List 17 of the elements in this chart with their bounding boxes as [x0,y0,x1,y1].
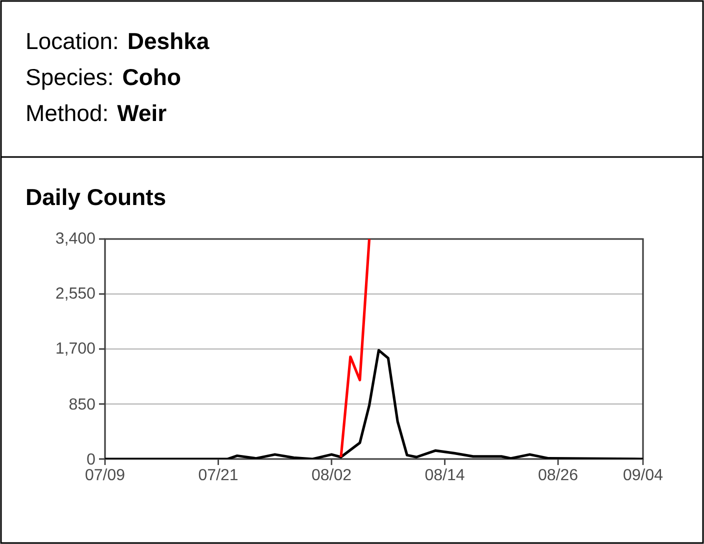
text: Method: Weir [27,104,166,122]
y-tick-label: 0 [87,453,95,465]
text: Location: Deshka [27,32,210,50]
x-tick-label: 07/21 [198,468,238,480]
x-tick-label: 08/02 [312,468,351,480]
y-tick-label: 1,700 [56,342,95,356]
y-tick-label: 3,400 [56,232,95,246]
y-tick-label: 850 [69,398,95,410]
x-tick-label: 07/09 [86,468,124,480]
x-tick-label: 08/14 [425,468,464,480]
y-tick-label: 2,550 [56,287,95,301]
text: Species: Coho [26,68,180,90]
x-tick-label: 08/26 [538,468,578,480]
line-series [105,349,643,460]
x-tick-label: 09/04 [624,468,663,480]
line-series [340,239,371,458]
chart-title: Daily Counts [27,188,166,210]
